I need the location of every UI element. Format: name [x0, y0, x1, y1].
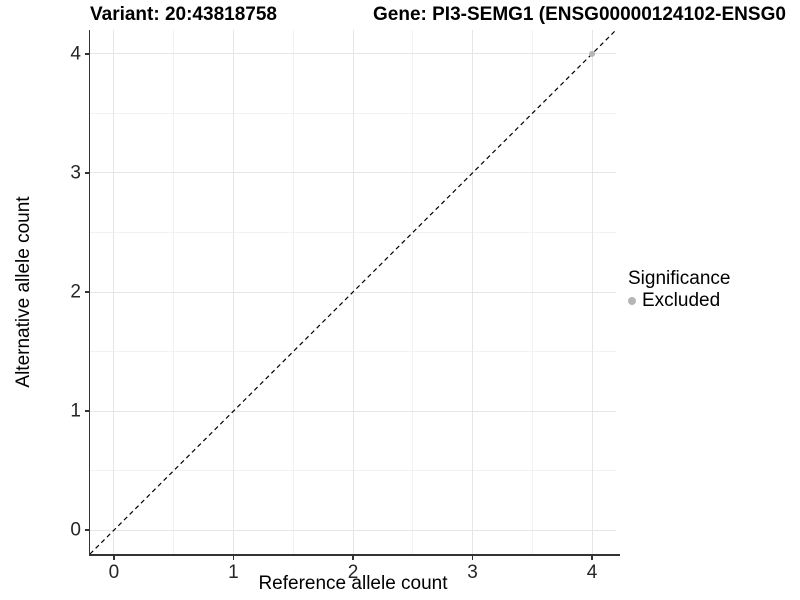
plot-title-variant: Variant: 20:43818758	[90, 4, 277, 25]
legend-title: Significance	[628, 268, 731, 289]
y-tick-mark	[84, 410, 89, 412]
y-tick-mark	[84, 291, 89, 293]
x-tick-mark	[471, 555, 474, 560]
legend-item-label: Excluded	[642, 290, 721, 311]
plot-title-gene: Gene: PI3-SEMG1 (ENSG00000124102-ENSG0	[373, 4, 786, 25]
x-tick-label: 4	[586, 562, 598, 583]
x-tick-mark	[591, 555, 593, 560]
x-tick-label: 1	[228, 562, 239, 583]
plot-panel: 0 1 2 3 4 0 1 2 3 4	[70, 29, 620, 582]
x-tick-mark	[352, 555, 354, 560]
y-axis-title: Alternative allele count	[13, 196, 34, 388]
x-tick-mark	[113, 555, 115, 560]
legend-item-excluded: Excluded	[628, 290, 730, 311]
identity-line	[89, 29, 617, 555]
x-tick-mark	[232, 555, 235, 560]
legend: Significance Excluded	[628, 268, 730, 311]
x-axis-title: Reference allele count	[258, 573, 448, 594]
plot-svg	[89, 29, 617, 555]
x-tick-label: 0	[108, 562, 120, 583]
data-point-excluded	[589, 50, 596, 57]
y-tick-mark	[84, 172, 89, 174]
gridline-major-horizontal	[90, 410, 616, 412]
legend-point-icon	[628, 296, 636, 305]
y-axis-line	[88, 30, 90, 556]
y-tick-label: 2	[70, 281, 81, 303]
y-tick-label: 3	[70, 162, 81, 184]
gridline-major-horizontal	[90, 53, 616, 55]
x-axis-line	[88, 554, 620, 556]
y-tick-label: 1	[70, 400, 81, 422]
y-tick-label: 4	[70, 43, 81, 65]
gridline-major-horizontal	[90, 529, 616, 531]
x-tick-label: 2	[347, 562, 359, 583]
gridline-major-horizontal	[90, 172, 616, 174]
x-tick-label: 3	[467, 562, 478, 583]
y-tick-mark	[84, 529, 89, 531]
y-tick-label: 0	[70, 519, 81, 541]
y-tick-mark	[84, 53, 89, 55]
